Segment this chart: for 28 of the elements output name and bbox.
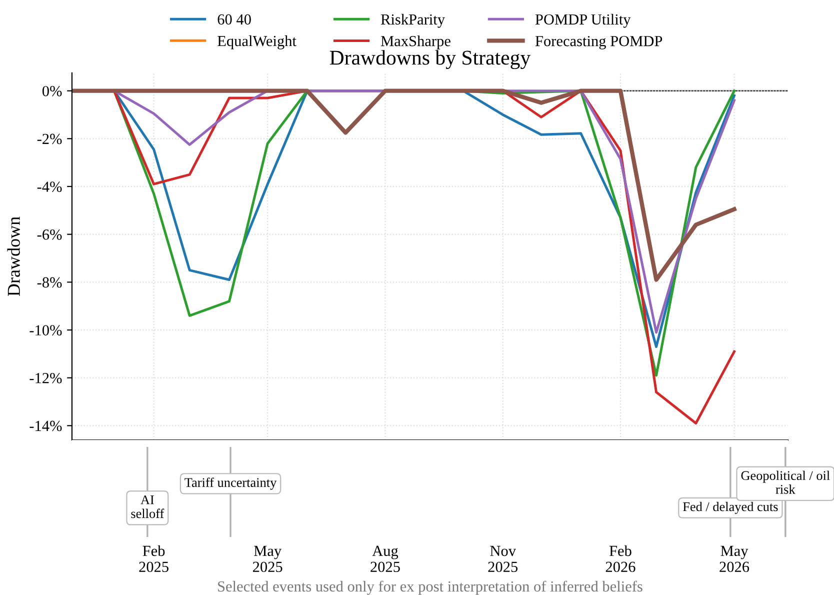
y-tick-label: -10% <box>30 325 62 336</box>
ref-line-label: Tariff uncertainty <box>184 478 277 490</box>
legend-label: POMDP Utility <box>535 14 631 28</box>
x-tick-label: May 2026 <box>720 546 750 572</box>
ref-line-label: Fed / delayed cuts <box>682 502 778 514</box>
y-tick-label: -4% <box>37 182 62 192</box>
x-tick-label: Feb 2025 <box>139 545 168 572</box>
x-tick-label: Nov 2025 <box>488 546 518 572</box>
ref-line-label: AI selloff <box>131 495 164 518</box>
legend-label: RiskParity <box>380 14 445 28</box>
legend-label: MaxSharpe <box>380 35 450 50</box>
legend-label: EqualWeight <box>218 35 296 50</box>
chart-title: Drawdowns by Strategy <box>330 50 531 70</box>
x-tick-label: Aug 2025 <box>370 546 400 572</box>
y-axis-title: Drawdown <box>7 216 20 296</box>
x-tick-label: May 2025 <box>252 546 282 572</box>
y-tick-label: 0% <box>42 86 62 96</box>
legend-label: 60 40 <box>218 14 251 25</box>
legend-label: Forecasting POMDP <box>535 36 662 50</box>
line-series <box>72 88 736 282</box>
y-tick-label: -8% <box>37 277 62 288</box>
y-tick-label: -12% <box>30 372 62 384</box>
ref-line-label: Geopolitical / oil risk <box>741 470 830 494</box>
y-tick-label: -6% <box>37 229 62 240</box>
x-tick-label: Feb 2026 <box>606 545 636 572</box>
y-tick-label: -14% <box>30 420 62 432</box>
y-tick-label: -2% <box>37 134 62 144</box>
x-axis-title: Selected events used only for ex post interpretation of inferred beliefs <box>218 580 642 595</box>
